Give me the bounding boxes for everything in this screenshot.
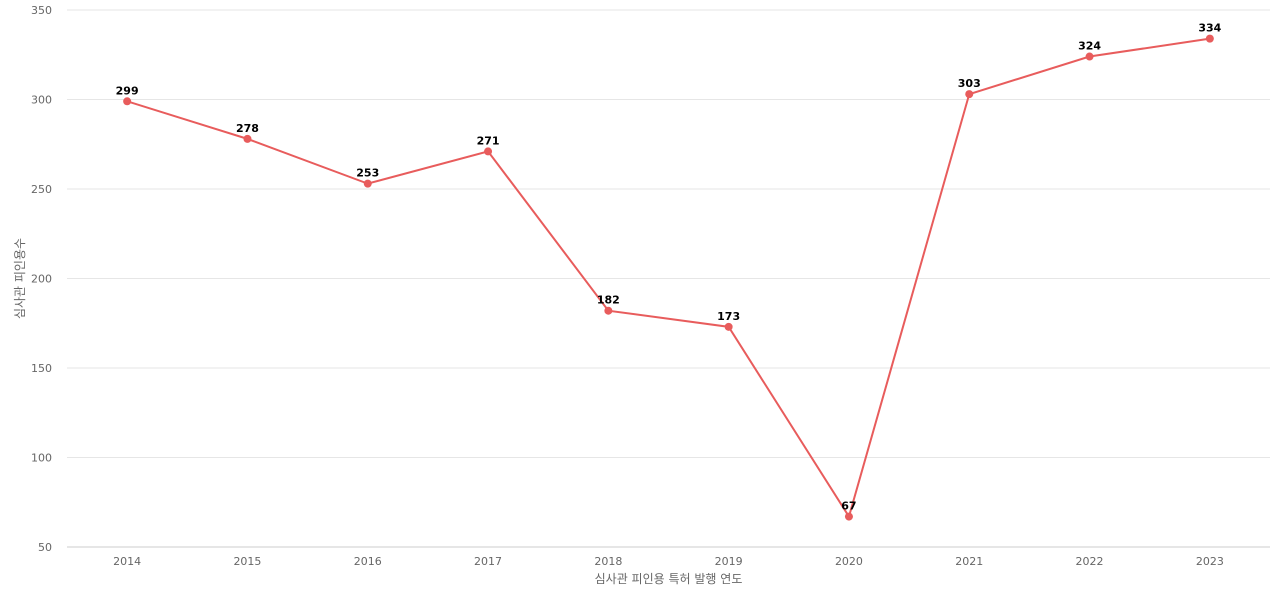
data-label: 271: [477, 134, 500, 147]
x-tick-label: 2022: [1076, 555, 1104, 568]
data-label: 303: [958, 77, 981, 90]
data-point: [965, 90, 974, 99]
y-axis-ticks: 50 100 150 200 250 300 350: [31, 4, 52, 554]
data-point: [1205, 34, 1214, 43]
data-point: [604, 306, 613, 315]
x-tick-label: 2015: [233, 555, 261, 568]
y-tick-label: 200: [31, 273, 52, 286]
grid-lines: [67, 9, 1270, 458]
data-label: 299: [116, 84, 139, 97]
data-point: [363, 179, 372, 188]
x-tick-label: 2018: [594, 555, 622, 568]
x-tick-label: 2016: [354, 555, 382, 568]
data-point: [844, 512, 853, 521]
x-tick-label: 2023: [1196, 555, 1224, 568]
data-point: [1085, 52, 1094, 61]
data-point: [484, 147, 493, 156]
data-label: 182: [597, 294, 620, 307]
y-tick-label: 350: [31, 4, 52, 17]
series-line: [126, 37, 1210, 519]
y-tick-label: 250: [31, 183, 52, 196]
data-labels: 299 278 253 271 182 173 67 303 324 334: [116, 22, 1222, 513]
y-axis-title: 심사관 피인용수: [13, 238, 27, 319]
y-tick-label: 100: [31, 452, 52, 465]
data-point: [243, 134, 252, 143]
data-point: [724, 322, 733, 331]
data-label: 253: [356, 167, 379, 180]
y-tick-label: 50: [38, 541, 52, 554]
x-axis-title: 심사관 피인용 특허 발행 연도: [595, 571, 743, 586]
x-tick-label: 2021: [955, 555, 983, 568]
data-label: 278: [236, 122, 259, 135]
x-axis-ticks: 2014 2015 2016 2017 2018 2019 2020 2021 2022 2023: [113, 555, 1224, 568]
data-label: 334: [1198, 22, 1221, 35]
data-label: 324: [1078, 40, 1101, 53]
x-tick-label: 2020: [835, 555, 863, 568]
data-point: [123, 97, 132, 106]
series-group: [123, 34, 1214, 521]
x-tick-label: 2014: [113, 555, 141, 568]
y-tick-label: 150: [31, 362, 52, 375]
x-tick-label: 2019: [715, 555, 743, 568]
data-label: 67: [841, 500, 856, 513]
y-tick-label: 300: [31, 94, 52, 107]
x-tick-label: 2017: [474, 555, 502, 568]
data-label: 173: [717, 310, 740, 323]
